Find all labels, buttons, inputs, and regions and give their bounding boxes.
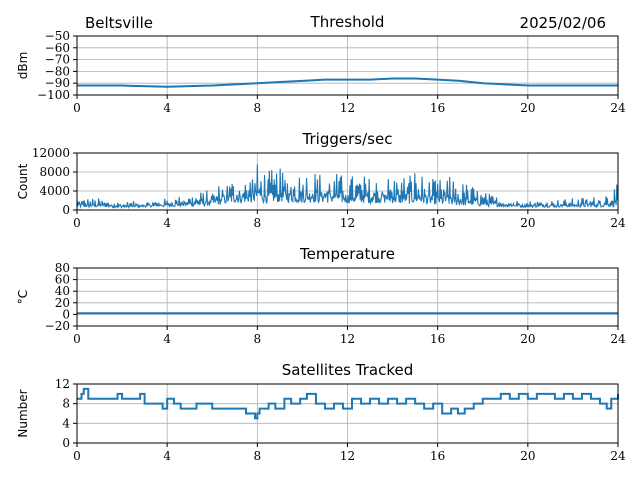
x-tick-label: 8 [254, 101, 262, 115]
x-tick-label: 0 [73, 216, 81, 230]
y-axis-label: Number [16, 389, 30, 437]
x-tick-label: 12 [340, 332, 355, 346]
y-tick-label: −80 [45, 64, 70, 78]
x-tick-label: 12 [340, 101, 355, 115]
x-tick-label: 8 [254, 216, 262, 230]
y-tick-label: 0 [62, 436, 70, 450]
chart-title: Temperature [299, 245, 395, 263]
y-tick-label: 4 [62, 416, 70, 430]
x-tick-label: 16 [430, 332, 445, 346]
x-tick-label: 0 [73, 332, 81, 346]
y-axis-label: Count [16, 163, 30, 199]
y-tick-label: 0 [62, 307, 70, 321]
y-tick-label: −90 [45, 76, 70, 90]
y-tick-label: −100 [37, 88, 70, 102]
x-tick-label: 8 [254, 332, 262, 346]
x-tick-label: 12 [340, 216, 355, 230]
x-tick-label: 0 [73, 101, 81, 115]
x-tick-label: 16 [430, 449, 445, 463]
y-tick-label: 0 [62, 203, 70, 217]
location-label: Beltsville [85, 14, 153, 32]
chart-title: Threshold [310, 13, 385, 31]
y-tick-label: 20 [55, 296, 70, 310]
x-tick-label: 8 [254, 449, 262, 463]
chart-panel-2: 0 4 8 12 16 20 24 0 4000 8000 12000 Triggers/sec Cou… [16, 130, 626, 230]
y-tick-label: −50 [45, 29, 70, 43]
y-tick-label: −60 [45, 41, 70, 55]
x-tick-label: 20 [520, 101, 535, 115]
y-tick-label: −20 [45, 319, 70, 333]
x-tick-label: 12 [340, 449, 355, 463]
series-line [77, 77, 618, 88]
x-tick-label: 4 [163, 449, 171, 463]
y-tick-label: 60 [55, 273, 70, 287]
y-tick-label: 8000 [39, 165, 70, 179]
x-tick-label: 16 [430, 216, 445, 230]
date-label: 2025/02/06 [520, 14, 606, 32]
x-tick-label: 4 [163, 101, 171, 115]
y-axis-label: °C [16, 290, 30, 304]
x-tick-label: 20 [520, 216, 535, 230]
y-tick-label: 12 [55, 377, 70, 391]
x-tick-label: 0 [73, 449, 81, 463]
chart-title: Triggers/sec [302, 130, 393, 148]
y-tick-label: 80 [55, 261, 70, 275]
x-tick-label: 4 [163, 332, 171, 346]
x-tick-label: 20 [520, 332, 535, 346]
y-tick-label: 40 [55, 284, 70, 298]
chart-panel-1: 0 4 8 12 16 20 24 −100−90−80−70−60−50 Threshold d… [16, 13, 626, 115]
y-tick-label: 8 [62, 397, 70, 411]
x-tick-label: 16 [430, 101, 445, 115]
x-tick-label: 24 [610, 449, 626, 463]
series-line [77, 387, 619, 420]
y-axis-label: dBm [16, 52, 30, 80]
x-tick-label: 24 [610, 332, 626, 346]
chart-title: Satellites Tracked [282, 361, 413, 379]
x-tick-label: 24 [610, 101, 626, 115]
y-tick-label: 12000 [32, 146, 70, 160]
series-line [76, 164, 619, 209]
x-tick-label: 4 [163, 216, 171, 230]
chart-panel-4: 0 4 8 12 16 20 24 0 4 8 12 Satellites Tracked Number [16, 361, 626, 463]
y-tick-label: 4000 [39, 184, 70, 198]
x-tick-label: 20 [520, 449, 535, 463]
x-tick-label: 24 [610, 216, 626, 230]
y-tick-label: −70 [45, 53, 70, 67]
